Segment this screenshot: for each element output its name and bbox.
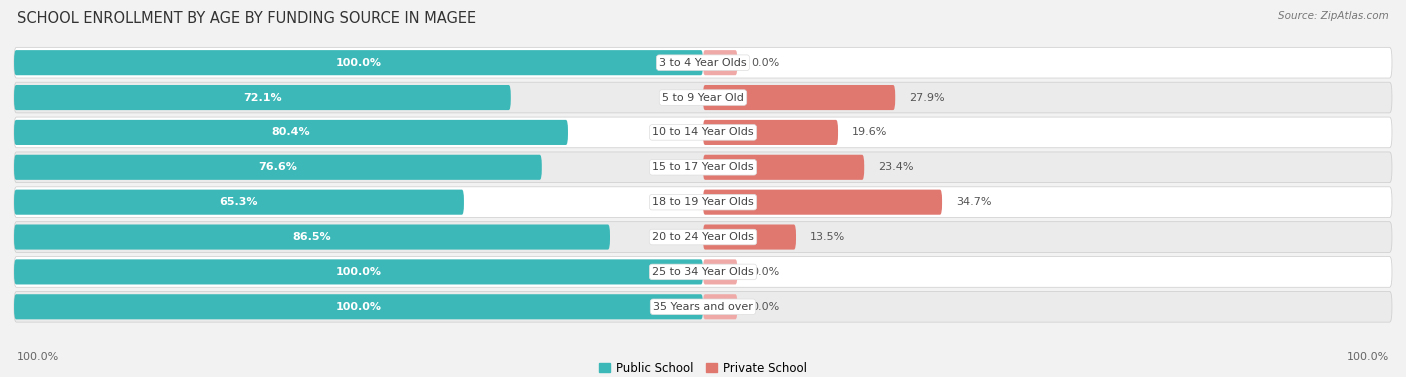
FancyBboxPatch shape (14, 294, 703, 319)
Text: 72.1%: 72.1% (243, 92, 281, 103)
Text: 0.0%: 0.0% (751, 267, 779, 277)
FancyBboxPatch shape (14, 120, 568, 145)
FancyBboxPatch shape (703, 85, 896, 110)
Text: 27.9%: 27.9% (910, 92, 945, 103)
Text: 20 to 24 Year Olds: 20 to 24 Year Olds (652, 232, 754, 242)
Legend: Public School, Private School: Public School, Private School (593, 357, 813, 377)
Text: 19.6%: 19.6% (852, 127, 887, 138)
FancyBboxPatch shape (14, 224, 610, 250)
Text: 34.7%: 34.7% (956, 197, 991, 207)
FancyBboxPatch shape (14, 50, 703, 75)
Text: 86.5%: 86.5% (292, 232, 332, 242)
Text: 100.0%: 100.0% (336, 302, 381, 312)
Text: 100.0%: 100.0% (1347, 352, 1389, 362)
Text: 5 to 9 Year Old: 5 to 9 Year Old (662, 92, 744, 103)
Text: 15 to 17 Year Olds: 15 to 17 Year Olds (652, 162, 754, 172)
Text: 100.0%: 100.0% (336, 267, 381, 277)
Text: 23.4%: 23.4% (877, 162, 914, 172)
Text: 80.4%: 80.4% (271, 127, 311, 138)
Text: 76.6%: 76.6% (259, 162, 297, 172)
Text: 25 to 34 Year Olds: 25 to 34 Year Olds (652, 267, 754, 277)
FancyBboxPatch shape (14, 222, 1392, 252)
Text: Source: ZipAtlas.com: Source: ZipAtlas.com (1278, 11, 1389, 21)
FancyBboxPatch shape (14, 152, 1392, 182)
Text: 13.5%: 13.5% (810, 232, 845, 242)
FancyBboxPatch shape (14, 48, 1392, 78)
Text: 100.0%: 100.0% (17, 352, 59, 362)
Text: 10 to 14 Year Olds: 10 to 14 Year Olds (652, 127, 754, 138)
Text: 0.0%: 0.0% (751, 302, 779, 312)
FancyBboxPatch shape (14, 257, 1392, 287)
FancyBboxPatch shape (703, 259, 738, 285)
Text: 65.3%: 65.3% (219, 197, 259, 207)
FancyBboxPatch shape (703, 120, 838, 145)
Text: 100.0%: 100.0% (336, 58, 381, 68)
Text: SCHOOL ENROLLMENT BY AGE BY FUNDING SOURCE IN MAGEE: SCHOOL ENROLLMENT BY AGE BY FUNDING SOUR… (17, 11, 477, 26)
FancyBboxPatch shape (703, 224, 796, 250)
FancyBboxPatch shape (14, 82, 1392, 113)
Text: 3 to 4 Year Olds: 3 to 4 Year Olds (659, 58, 747, 68)
FancyBboxPatch shape (14, 117, 1392, 148)
FancyBboxPatch shape (703, 190, 942, 215)
FancyBboxPatch shape (14, 85, 510, 110)
FancyBboxPatch shape (14, 155, 541, 180)
FancyBboxPatch shape (703, 155, 865, 180)
Text: 0.0%: 0.0% (751, 58, 779, 68)
FancyBboxPatch shape (14, 291, 1392, 322)
FancyBboxPatch shape (14, 187, 1392, 218)
Text: 35 Years and over: 35 Years and over (652, 302, 754, 312)
FancyBboxPatch shape (703, 50, 738, 75)
FancyBboxPatch shape (14, 259, 703, 285)
Text: 18 to 19 Year Olds: 18 to 19 Year Olds (652, 197, 754, 207)
FancyBboxPatch shape (14, 190, 464, 215)
FancyBboxPatch shape (703, 294, 738, 319)
